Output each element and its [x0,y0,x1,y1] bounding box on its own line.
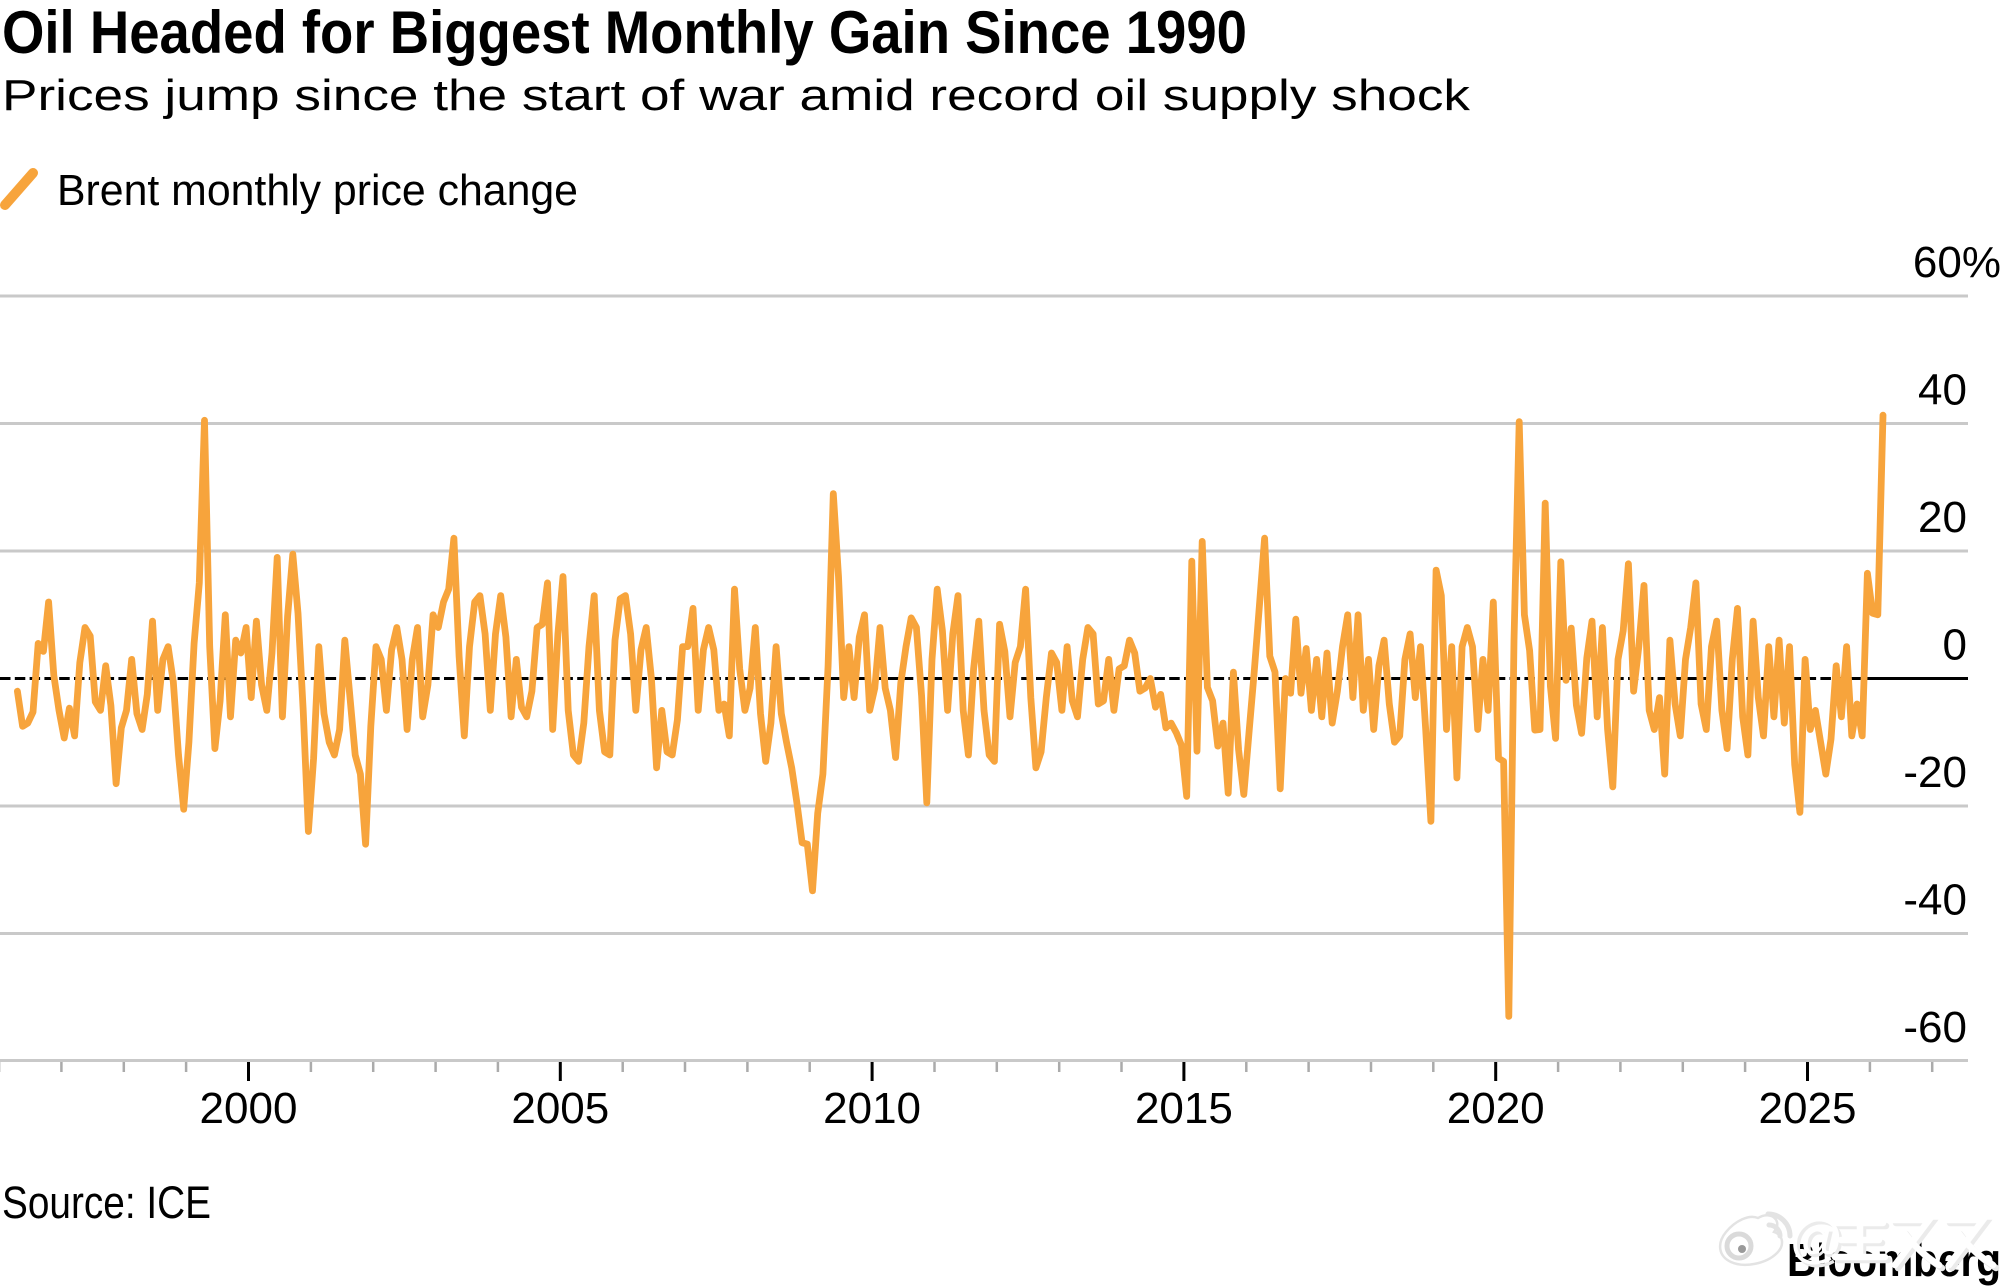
svg-text:-60: -60 [1903,1003,1967,1052]
svg-text:2020: 2020 [1447,1084,1545,1133]
svg-text:Oil Headed for Biggest Monthly: Oil Headed for Biggest Monthly Gain Sinc… [2,0,1247,66]
svg-text:Prices jump since the start of: Prices jump since the start of war amid … [2,71,1471,120]
svg-text:2000: 2000 [200,1084,298,1133]
svg-text:40: 40 [1918,366,1967,415]
svg-text:2005: 2005 [511,1084,609,1133]
svg-text:2015: 2015 [1135,1084,1233,1133]
svg-text:-20: -20 [1903,748,1967,797]
svg-text:0: 0 [1943,621,1967,670]
svg-text:-40: -40 [1903,876,1967,925]
svg-text:@: @ [1789,1209,1844,1269]
svg-text:20: 20 [1918,493,1967,542]
svg-text:60%: 60% [1913,238,2001,287]
svg-text:Brent monthly price change: Brent monthly price change [57,166,578,215]
svg-text:2025: 2025 [1759,1084,1857,1133]
svg-text:2010: 2010 [823,1084,921,1133]
svg-text:Source: ICE: Source: ICE [2,1177,211,1228]
